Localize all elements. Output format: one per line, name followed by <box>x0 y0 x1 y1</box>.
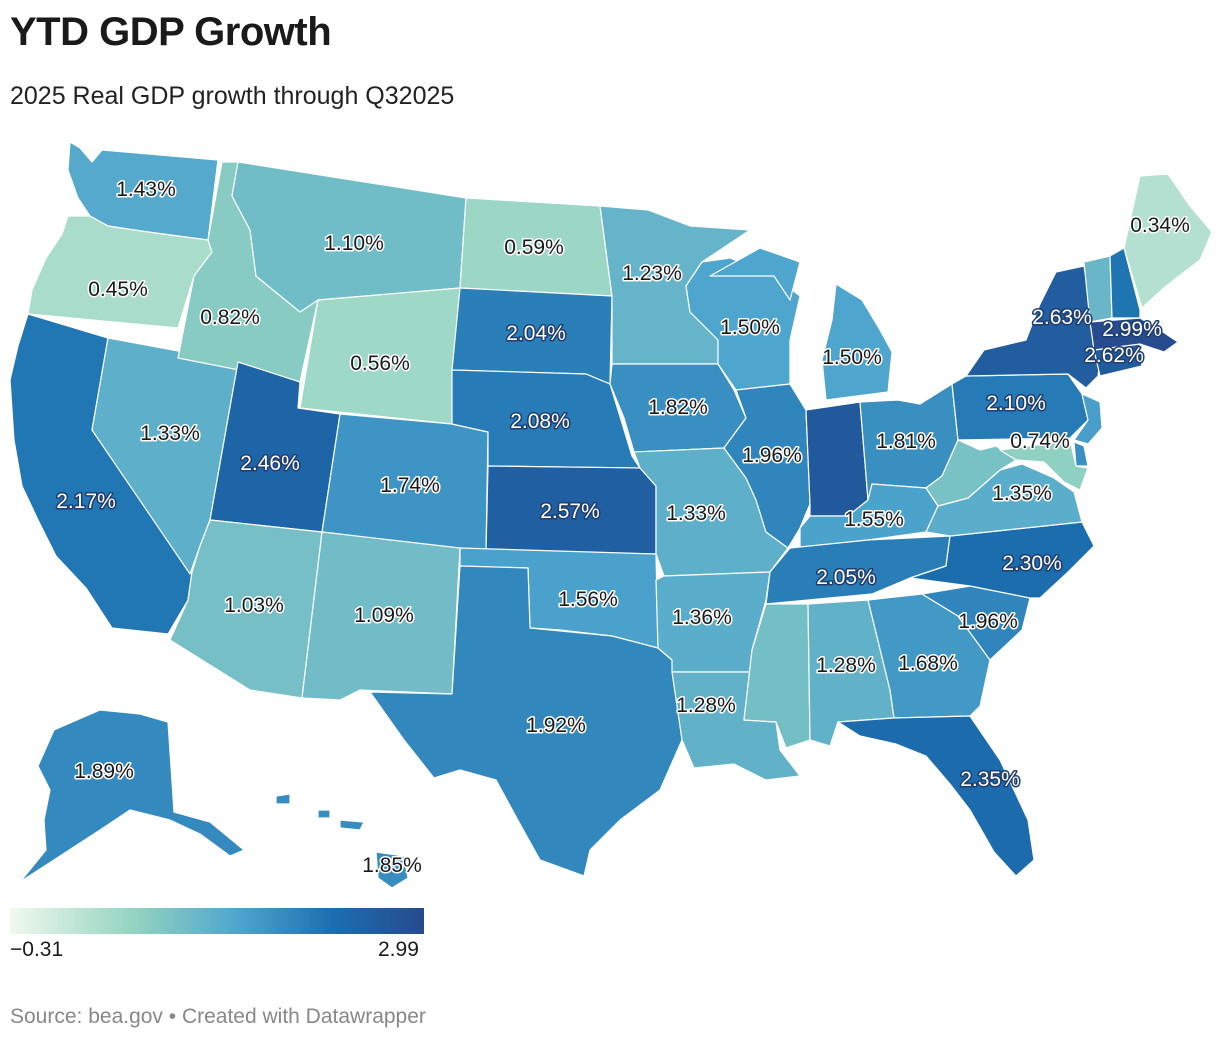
state-label-KY: 1.55% <box>844 508 904 531</box>
state-label-LA: 1.28% <box>676 694 736 717</box>
state-label-MD: 0.74% <box>1010 430 1070 453</box>
legend-color-scale <box>10 908 424 934</box>
state-MD[interactable] <box>999 439 1089 491</box>
state-label-WY: 0.56% <box>350 352 410 375</box>
state-label-WA: 1.43% <box>116 178 176 201</box>
state-label-FL: 2.35% <box>960 768 1020 791</box>
state-label-ID: 0.82% <box>200 306 260 329</box>
legend-max-label: 2.99 <box>378 938 419 961</box>
state-label-VA: 1.35% <box>992 482 1052 505</box>
state-NJ[interactable] <box>1073 393 1103 445</box>
state-label-GA: 1.68% <box>898 652 958 675</box>
state-IL[interactable] <box>723 383 811 549</box>
state-label-KS: 2.57% <box>540 500 600 523</box>
source-credit: Source: bea.gov • Created with Datawrapp… <box>10 1005 426 1028</box>
state-AK[interactable] <box>19 709 245 883</box>
state-label-SD: 2.04% <box>506 322 566 345</box>
state-label-PA: 2.10% <box>986 392 1046 415</box>
state-label-AZ: 1.03% <box>224 594 284 617</box>
map-title: YTD GDP Growth <box>10 10 332 54</box>
state-label-CO: 1.74% <box>380 474 440 497</box>
state-label-SC: 1.96% <box>958 610 1018 633</box>
map-subtitle: 2025 Real GDP growth through Q32025 <box>10 82 455 110</box>
state-MA[interactable] <box>1089 317 1179 353</box>
state-label-MT: 1.10% <box>324 232 384 255</box>
state-label-AR: 1.36% <box>672 606 732 629</box>
state-label-MI: 1.50% <box>822 346 882 369</box>
legend-min-label: −0.31 <box>10 938 64 961</box>
state-ME[interactable] <box>1123 173 1213 309</box>
state-label-TN: 2.05% <box>816 566 876 589</box>
state-label-OK: 1.56% <box>558 588 618 611</box>
state-label-IA: 1.82% <box>648 396 708 419</box>
state-label-NV: 1.33% <box>140 422 200 445</box>
state-DE[interactable] <box>1073 441 1089 467</box>
state-NC[interactable] <box>909 521 1095 599</box>
state-label-WI: 1.50% <box>720 316 780 339</box>
state-label-MO: 1.33% <box>666 502 726 525</box>
state-label-ND: 0.59% <box>504 236 564 259</box>
state-TX[interactable] <box>369 565 683 877</box>
state-label-AL: 1.28% <box>816 654 876 677</box>
state-label-CA: 2.17% <box>56 490 116 513</box>
state-label-MN: 1.23% <box>622 262 682 285</box>
state-label-NM: 1.09% <box>354 604 414 627</box>
state-label-HI: 1.85% <box>362 854 422 877</box>
state-WI[interactable] <box>685 257 801 391</box>
state-label-NY: 2.63% <box>1032 306 1092 329</box>
state-label-NC: 2.30% <box>1002 552 1062 575</box>
state-label-NE: 2.08% <box>510 410 570 433</box>
state-label-CT: 2.62% <box>1084 344 1144 367</box>
state-IN[interactable] <box>805 401 869 517</box>
state-MI[interactable] <box>709 247 893 401</box>
state-label-UT: 2.46% <box>240 452 300 475</box>
state-label-IL: 1.96% <box>742 444 802 467</box>
state-label-ME: 0.34% <box>1130 214 1190 237</box>
state-label-OR: 0.45% <box>88 278 148 301</box>
state-label-AK: 1.89% <box>74 760 134 783</box>
state-label-MA: 2.99% <box>1102 318 1162 341</box>
state-NH[interactable] <box>1109 247 1141 319</box>
state-FL[interactable] <box>837 715 1035 877</box>
state-label-OH: 1.81% <box>876 430 936 453</box>
us-choropleth-map: 1.43% 0.45% 2.17% 1.33% 0.82% 1.10% 0.56% 2.46%… <box>9 141 1213 889</box>
state-label-TX: 1.92% <box>526 714 586 737</box>
state-HI[interactable] <box>275 793 409 889</box>
